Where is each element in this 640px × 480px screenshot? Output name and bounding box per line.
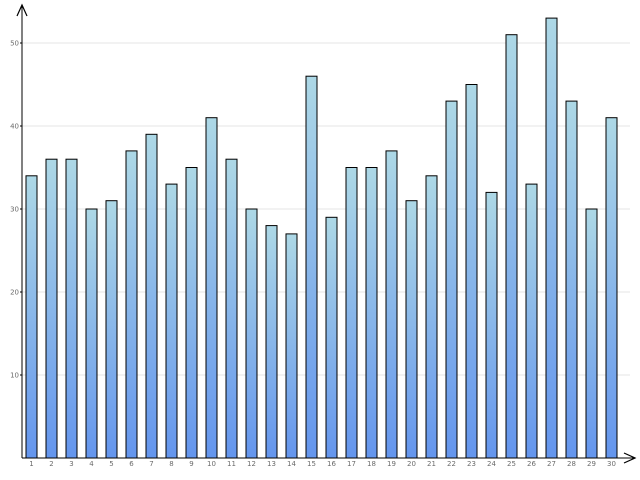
bar xyxy=(165,183,178,459)
bar xyxy=(125,150,138,459)
x-tick-label: 20 xyxy=(407,460,416,468)
x-tick-label: 26 xyxy=(527,460,536,468)
x-tick-label: 28 xyxy=(567,460,576,468)
bar xyxy=(265,225,278,459)
y-tick-label: 40 xyxy=(10,123,19,131)
bar xyxy=(585,208,598,459)
bar xyxy=(185,167,198,459)
x-tick-label: 12 xyxy=(247,460,256,468)
bars xyxy=(25,17,618,459)
x-tick-label: 23 xyxy=(467,460,476,468)
x-tick-label: 3 xyxy=(69,460,73,468)
y-tick-label: 50 xyxy=(10,40,19,48)
x-tick-label: 22 xyxy=(447,460,456,468)
y-tick-label: 30 xyxy=(10,206,19,214)
x-tick-label: 19 xyxy=(387,460,396,468)
bar xyxy=(285,233,298,459)
bar xyxy=(485,191,498,459)
x-tick-label: 9 xyxy=(189,460,193,468)
bar xyxy=(565,100,578,459)
x-tick-label: 15 xyxy=(307,460,316,468)
x-tick-label: 27 xyxy=(547,460,556,468)
x-tick-label: 5 xyxy=(109,460,113,468)
x-tick-label: 8 xyxy=(169,460,173,468)
x-tick-label: 2 xyxy=(49,460,53,468)
bar xyxy=(225,158,238,459)
bar xyxy=(45,158,58,459)
x-tick-label: 21 xyxy=(427,460,436,468)
x-tick-label: 1 xyxy=(29,460,33,468)
x-tick-label: 13 xyxy=(267,460,276,468)
x-tick-label: 30 xyxy=(607,460,616,468)
bar xyxy=(25,175,38,459)
bar xyxy=(305,75,318,459)
x-tick-label: 14 xyxy=(287,460,296,468)
y-tick-label: 20 xyxy=(10,289,19,297)
x-axis-arrow-icon xyxy=(623,452,637,464)
bar xyxy=(465,84,478,459)
x-tick-label: 24 xyxy=(487,460,496,468)
x-tick-label: 25 xyxy=(507,460,516,468)
bar xyxy=(205,117,218,459)
bar xyxy=(445,100,458,459)
bar xyxy=(405,200,418,459)
bar xyxy=(85,208,98,459)
bar xyxy=(325,216,338,459)
x-tick-label: 6 xyxy=(129,460,134,468)
x-tick-label: 11 xyxy=(227,460,236,468)
x-tick-label: 18 xyxy=(367,460,376,468)
x-tick-label: 17 xyxy=(347,460,356,468)
bar xyxy=(245,208,258,459)
bar xyxy=(65,158,78,459)
axes xyxy=(16,3,637,464)
bar xyxy=(145,133,158,459)
x-tick-label: 10 xyxy=(207,460,216,468)
bar xyxy=(105,200,118,459)
bar xyxy=(345,167,358,459)
y-tick-label: 10 xyxy=(10,372,19,380)
bar xyxy=(385,150,398,459)
bar xyxy=(505,34,518,459)
bar xyxy=(365,167,378,459)
bar xyxy=(545,17,558,459)
x-tick-label: 16 xyxy=(327,460,336,468)
bar xyxy=(525,183,538,459)
bar xyxy=(425,175,438,459)
bar xyxy=(605,117,618,459)
x-tick-label: 29 xyxy=(587,460,596,468)
x-tick-label: 4 xyxy=(89,460,94,468)
x-tick-label: 7 xyxy=(149,460,153,468)
y-axis-arrow-icon xyxy=(16,3,28,17)
